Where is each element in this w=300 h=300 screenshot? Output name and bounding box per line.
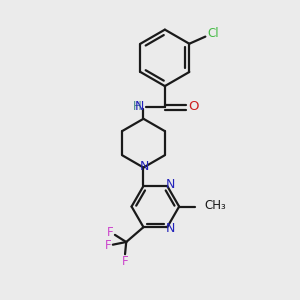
Text: N: N: [135, 100, 144, 112]
Text: H: H: [133, 100, 141, 112]
Text: O: O: [188, 100, 198, 113]
Text: Cl: Cl: [207, 27, 219, 40]
Text: F: F: [122, 254, 128, 268]
Text: F: F: [104, 239, 111, 252]
Text: N: N: [166, 221, 175, 235]
Text: N: N: [166, 178, 175, 191]
Text: F: F: [106, 226, 113, 239]
Text: N: N: [140, 160, 149, 173]
Text: CH₃: CH₃: [204, 200, 226, 212]
